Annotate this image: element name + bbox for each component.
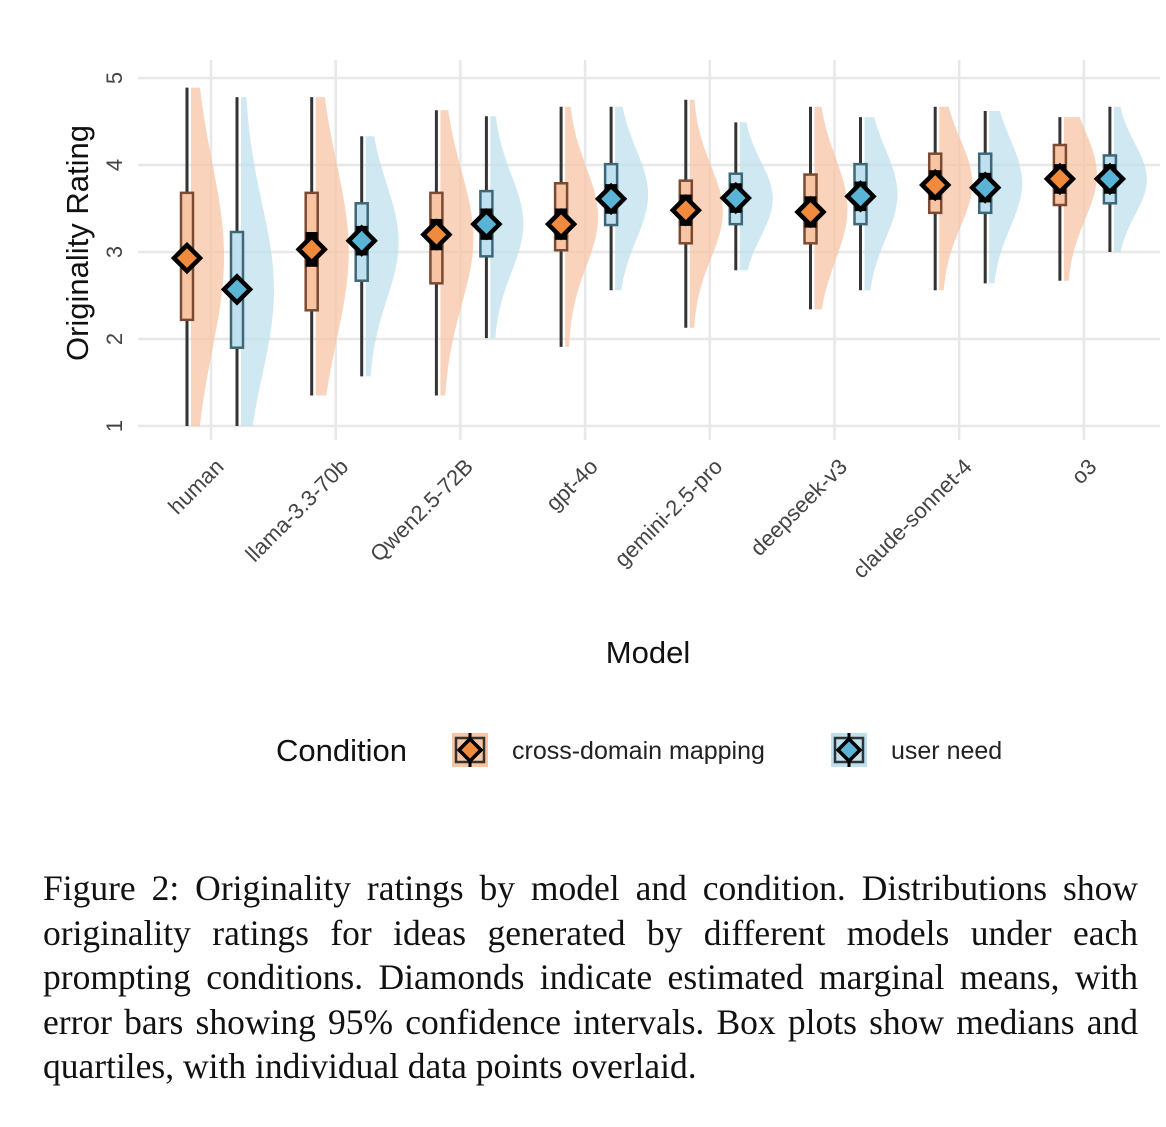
violin (191, 87, 224, 426)
legend-title: Condition (276, 733, 407, 768)
y-axis-label: Originality Rating (60, 125, 95, 361)
box-group (919, 106, 973, 291)
violin (365, 136, 399, 377)
violin (490, 116, 524, 339)
violin (440, 110, 474, 396)
legend-key-user-need (831, 733, 867, 767)
legend-key-cross-domain (452, 733, 488, 767)
mean-diamond (345, 224, 378, 257)
y-tick-label: 5 (102, 72, 127, 84)
legend-label-cross-domain: cross-domain mapping (512, 737, 765, 765)
mean-diamond (420, 218, 453, 251)
x-tick-label: o3 (1066, 454, 1101, 489)
y-tick-label: 4 (102, 159, 127, 171)
mean-diamond (220, 273, 254, 306)
box-group (295, 97, 349, 396)
box-group (594, 106, 649, 291)
mean-diamond (969, 171, 1002, 204)
violin (689, 99, 723, 328)
box-group (170, 87, 224, 426)
mean-diamond (1043, 162, 1077, 196)
box-group (669, 99, 723, 328)
box-group (345, 136, 399, 377)
mean-diamond (919, 168, 952, 202)
x-tick-label: claude-sonnet-4 (847, 454, 976, 583)
x-tick-label: gpt-4o (541, 454, 603, 516)
violin (989, 111, 1023, 284)
box-group (794, 106, 848, 310)
mean-diamond (594, 182, 628, 216)
plot-marks (170, 87, 1147, 426)
box-group (420, 110, 474, 396)
legend-diamond (835, 736, 863, 764)
box-group (844, 117, 898, 291)
x-tick-label: llama-3.3-70b (240, 454, 353, 567)
violin (1063, 117, 1097, 281)
violin (814, 106, 848, 310)
figure-caption: Figure 2: Originality ratings by model a… (43, 868, 1138, 1087)
y-tick-label: 3 (102, 246, 127, 258)
mean-diamond (794, 195, 827, 229)
mean-diamond (544, 207, 578, 241)
mean-diamond (470, 207, 503, 241)
mean-diamond (669, 194, 702, 227)
violin (864, 117, 898, 291)
box-group (544, 106, 599, 347)
y-tick-label: 1 (102, 420, 127, 432)
x-tick-label: gemini-2.5-pro (609, 454, 727, 572)
violin (315, 97, 349, 396)
box-group (1043, 117, 1097, 281)
y-tick-label: 2 (102, 333, 127, 345)
violin (1113, 106, 1147, 253)
box-group (470, 116, 524, 339)
violin (739, 122, 773, 271)
box-group (1093, 106, 1147, 253)
mean-diamond (295, 233, 328, 266)
box-group (719, 122, 773, 271)
violin (565, 106, 599, 347)
y-tick-labels: 1 2 3 4 5 (102, 72, 127, 432)
violin (615, 106, 649, 291)
legend-diamond (456, 736, 484, 764)
mean-diamond (1093, 162, 1127, 196)
box-group (969, 111, 1023, 284)
mean-diamond (844, 180, 877, 213)
x-tick-label: Qwen2.5-72B (365, 454, 478, 567)
x-tick-label: human (163, 454, 228, 519)
violin (939, 106, 973, 291)
mean-diamond (719, 181, 752, 215)
mean-diamond (170, 241, 204, 275)
x-tick-label: deepseek-v3 (745, 454, 852, 561)
originality-chart: 1 2 3 4 5 human llama-3.3-70b Qwen2.5-72B gpt-4… (60, 60, 1160, 768)
box-group (220, 97, 274, 426)
x-tick-labels: human llama-3.3-70b Qwen2.5-72B gpt-4o gemin… (163, 454, 1101, 583)
legend: Condition cross-domain mapping user need (276, 733, 1002, 768)
violin (241, 97, 274, 426)
x-axis-label: Model (606, 635, 690, 670)
legend-label-user-need: user need (891, 737, 1002, 765)
gridlines (138, 60, 1160, 440)
